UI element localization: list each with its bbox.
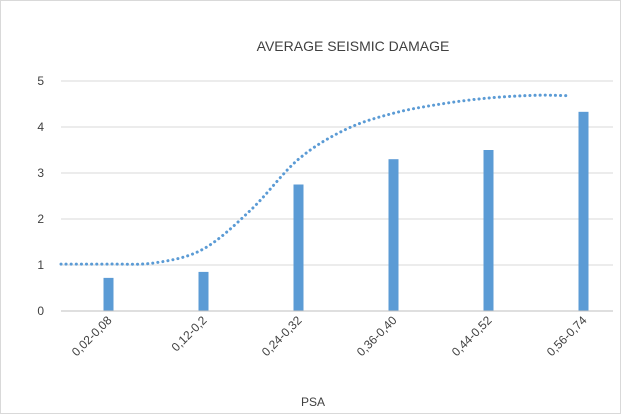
bar bbox=[483, 150, 494, 311]
x-tick-label: 0,36-0,40 bbox=[354, 313, 400, 359]
x-tick-label: 0,24-0,32 bbox=[259, 313, 305, 359]
bar bbox=[388, 159, 399, 311]
bars bbox=[103, 111, 589, 311]
bar bbox=[578, 111, 589, 311]
x-tick-label: 0,56-0,74 bbox=[544, 313, 590, 359]
y-tick-label: 1 bbox=[37, 258, 44, 272]
bar bbox=[198, 271, 209, 311]
y-tick-label: 0 bbox=[37, 304, 44, 318]
x-tick-label: 0,12-0,2 bbox=[169, 313, 210, 354]
y-tick-label: 5 bbox=[37, 74, 44, 88]
bar bbox=[293, 184, 304, 311]
y-tick-label: 2 bbox=[37, 212, 44, 226]
gridlines bbox=[61, 80, 613, 266]
x-tick-label: 0,02-0,08 bbox=[69, 313, 115, 359]
x-axis-label: PSA bbox=[301, 395, 325, 409]
x-tick-label: 0,44-0,52 bbox=[449, 313, 495, 359]
x-axis-ticks: 0,02-0,08 0,12-0,2 0,24-0,32 0,36-0,40 0,44-… bbox=[69, 313, 590, 359]
bar bbox=[103, 277, 114, 311]
chart-title: AVERAGE SEISMIC DAMAGE bbox=[257, 38, 450, 54]
trendline bbox=[59, 93, 571, 266]
y-axis-ticks: 0 1 2 3 4 5 bbox=[37, 74, 44, 318]
y-tick-label: 4 bbox=[37, 120, 44, 134]
y-tick-label: 3 bbox=[37, 166, 44, 180]
